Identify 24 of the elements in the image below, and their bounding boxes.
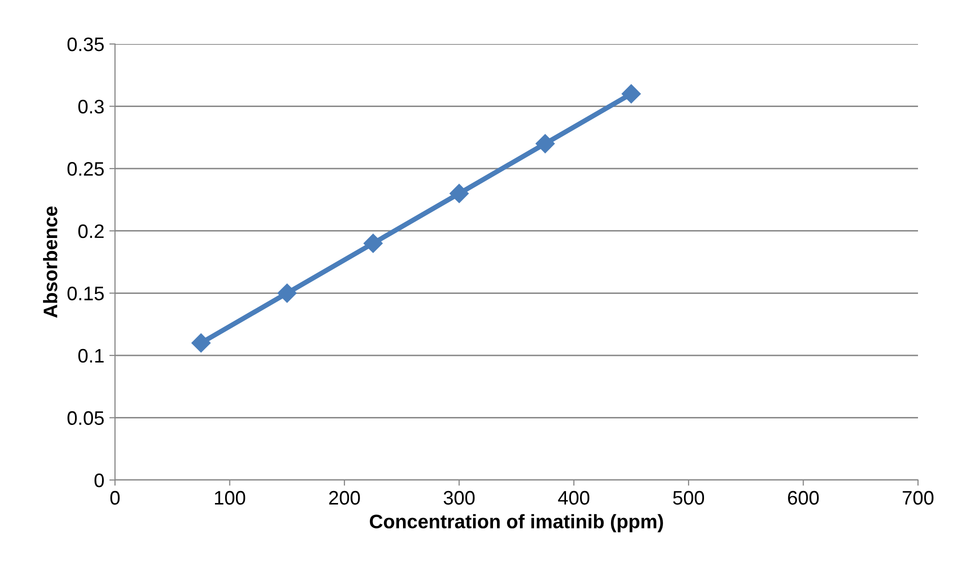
- x-tick-label: 0: [110, 490, 120, 505]
- x-tick-label: 500: [673, 490, 704, 505]
- y-axis-title: Absorbence: [43, 206, 58, 318]
- point: [536, 134, 555, 154]
- point: [450, 184, 469, 204]
- x-tick-label: 600: [788, 490, 819, 505]
- point: [192, 333, 211, 353]
- x-tick-label: 400: [558, 490, 590, 505]
- y-tick-label: 0.15: [68, 286, 104, 300]
- x-axis-title: Concentration of imatinib (ppm): [370, 514, 663, 532]
- y-tick-label: 0.2: [78, 224, 104, 238]
- y-tick-label: 0: [94, 473, 104, 488]
- point: [364, 234, 383, 253]
- y-tick-label: 0.25: [68, 162, 104, 176]
- point: [622, 84, 641, 104]
- y-tick-label: 0.3: [78, 100, 104, 114]
- x-tick-label: 300: [444, 490, 475, 505]
- x-tick-label: 200: [329, 490, 360, 505]
- point: [278, 284, 297, 303]
- x-tick-label: 700: [902, 490, 934, 505]
- y-tick-label: 0.05: [68, 411, 104, 425]
- y-tick-label: 0.35: [68, 37, 104, 52]
- x-tick-label: 100: [214, 490, 246, 505]
- y-tick-label: 0.1: [78, 348, 104, 363]
